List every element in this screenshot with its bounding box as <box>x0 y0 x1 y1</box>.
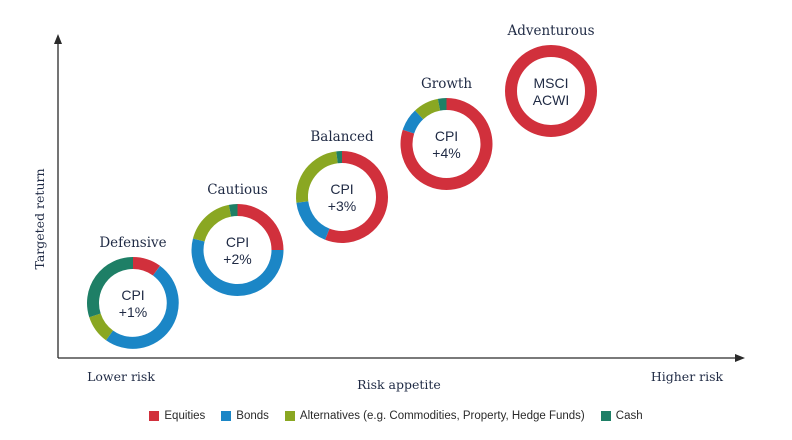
portfolio-defensive: Defensive CPI+1% <box>87 235 179 349</box>
legend-swatch-cash <box>600 411 611 421</box>
y-axis-label: Targeted return <box>32 168 47 269</box>
donut-center-label: CPI <box>330 181 353 197</box>
donut-segment-bonds <box>191 238 284 296</box>
donut-layer: DefensiveCPI+1%CautiousCPI+2%BalancedCPI… <box>87 23 597 349</box>
donut-segment-alternatives <box>296 151 339 203</box>
portfolio-title: Cautious <box>207 182 268 198</box>
donut-segment-bonds <box>402 110 424 134</box>
donut-center-label: +2% <box>223 251 251 267</box>
donut-segment-alternatives <box>192 204 232 242</box>
legend-item-bonds: Bonds <box>221 410 269 422</box>
donut-center-label: ACWI <box>533 92 570 108</box>
donut-segment-alternatives <box>89 313 114 341</box>
donut-segment-bonds <box>106 265 179 349</box>
portfolio-title: Adventurous <box>506 23 594 39</box>
legend-swatch-equities <box>149 411 160 421</box>
donut-segment-cash <box>228 204 238 217</box>
legend: Equities Bonds Alternatives (e.g. Commod… <box>0 405 792 427</box>
legend-label-cash: Cash <box>615 410 643 422</box>
x-axis-arrow <box>735 354 745 362</box>
legend-item-equities: Equities <box>149 410 205 422</box>
portfolio-title: Defensive <box>99 235 166 251</box>
donut-segment-bonds <box>296 200 330 240</box>
donut-center-label: CPI <box>226 234 249 250</box>
legend-item-alternatives: Alternatives (e.g. Commodities, Property… <box>284 410 585 422</box>
x-axis-label: Risk appetite <box>357 377 441 392</box>
portfolio-title: Balanced <box>310 129 374 145</box>
donut-segment-cash <box>437 98 447 111</box>
donut-segment-equities <box>505 45 597 137</box>
donut-center-label: CPI <box>435 128 458 144</box>
donut-segment-equities <box>237 204 284 251</box>
donut-center-label: +3% <box>328 198 356 214</box>
legend-swatch-bonds <box>221 411 232 421</box>
donut-segment-alternatives <box>415 98 441 120</box>
donut-center-label: MSCI <box>534 75 569 91</box>
legend-label-bonds: Bonds <box>236 410 269 422</box>
donut-center-label: +1% <box>119 304 147 320</box>
x-tick-label-lower-risk: Lower risk <box>87 369 155 384</box>
legend-item-cash: Cash <box>600 410 643 422</box>
portfolio-cautious: Cautious CPI+2% <box>191 182 284 296</box>
axes <box>54 34 745 362</box>
donut-center-label: CPI <box>121 287 144 303</box>
donut-segment-cash <box>87 257 134 318</box>
portfolio-title: Growth <box>421 76 472 92</box>
donut-center-label: +4% <box>432 145 460 161</box>
legend-swatch-alternatives <box>284 411 295 421</box>
portfolio-growth: Growth CPI+4% <box>400 76 493 190</box>
y-axis-arrow <box>54 34 62 44</box>
x-tick-label-higher-risk: Higher risk <box>651 369 724 384</box>
donut-segment-equities <box>132 257 161 276</box>
donut-segment-equities <box>400 98 493 190</box>
legend-label-alternatives: Alternatives (e.g. Commodities, Property… <box>299 410 585 422</box>
legend-label-equities: Equities <box>164 410 206 422</box>
donut-segment-equities <box>325 151 388 243</box>
portfolio-balanced: Balanced CPI+3% <box>296 129 388 243</box>
